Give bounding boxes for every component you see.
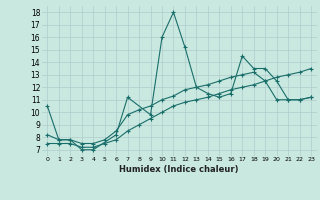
- X-axis label: Humidex (Indice chaleur): Humidex (Indice chaleur): [119, 165, 239, 174]
